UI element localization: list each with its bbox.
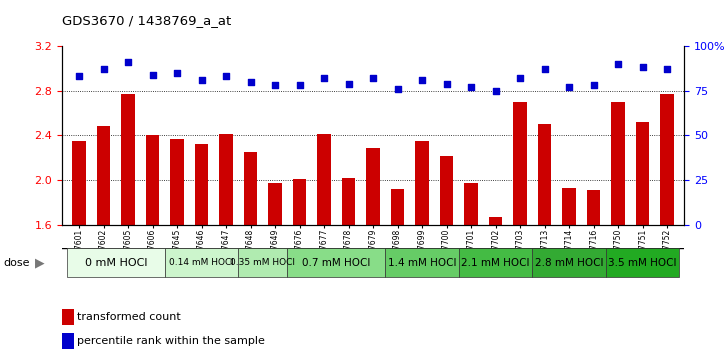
Point [196, 77, 207, 83]
Bar [244, 152, 257, 225]
Bar [238, 249, 288, 277]
Bar [366, 148, 380, 225]
Point [74, 74, 85, 79]
Bar [538, 124, 551, 225]
Point [245, 79, 256, 85]
Point [539, 67, 550, 72]
Bar [636, 122, 649, 225]
Text: GDS3670 / 1438769_a_at: GDS3670 / 1438769_a_at [62, 14, 231, 27]
Bar [440, 155, 454, 225]
Point [147, 72, 159, 78]
Bar [459, 249, 532, 277]
Point [98, 67, 109, 72]
Bar [416, 141, 429, 225]
Bar [195, 144, 208, 225]
Text: 0.35 mM HOCl: 0.35 mM HOCl [230, 258, 296, 267]
Point [392, 86, 403, 92]
Bar [606, 249, 679, 277]
Point [490, 88, 502, 93]
Bar [72, 141, 86, 225]
Bar [660, 94, 674, 225]
Text: 1.4 mM HOCl: 1.4 mM HOCl [388, 258, 456, 268]
Bar [391, 189, 404, 225]
Bar [63, 333, 74, 349]
Bar [165, 249, 238, 277]
Bar [587, 190, 601, 225]
Bar [612, 102, 625, 225]
Point [587, 82, 599, 88]
Text: dose: dose [4, 258, 30, 268]
Point [171, 70, 183, 76]
Bar [63, 309, 74, 325]
Bar [146, 136, 159, 225]
Text: 0 mM HOCl: 0 mM HOCl [84, 258, 147, 268]
Point [343, 81, 355, 86]
Point [269, 82, 281, 88]
Bar [385, 249, 459, 277]
Text: ▶: ▶ [35, 256, 44, 269]
Bar [563, 188, 576, 225]
Point [612, 61, 624, 67]
Point [637, 65, 649, 70]
Point [294, 82, 306, 88]
Text: transformed count: transformed count [77, 312, 181, 322]
Point [563, 84, 575, 90]
Bar [219, 134, 233, 225]
Bar [122, 94, 135, 225]
Point [122, 59, 134, 65]
Point [514, 75, 526, 81]
Text: 2.8 mM HOCl: 2.8 mM HOCl [535, 258, 604, 268]
Point [367, 75, 379, 81]
Point [465, 84, 477, 90]
Bar [67, 249, 165, 277]
Bar [464, 183, 478, 225]
Bar [489, 217, 502, 225]
Text: 0.7 mM HOCl: 0.7 mM HOCl [302, 258, 371, 268]
Bar [288, 249, 385, 277]
Text: percentile rank within the sample: percentile rank within the sample [77, 336, 265, 346]
Point [221, 74, 232, 79]
Point [661, 67, 673, 72]
Bar [317, 134, 331, 225]
Bar [97, 126, 110, 225]
Bar [269, 183, 282, 225]
Text: 3.5 mM HOCl: 3.5 mM HOCl [609, 258, 677, 268]
Point [440, 81, 452, 86]
Point [318, 75, 330, 81]
Bar [513, 102, 527, 225]
Bar [342, 178, 355, 225]
Bar [293, 179, 306, 225]
Point [416, 77, 428, 83]
Bar [532, 249, 606, 277]
Text: 2.1 mM HOCl: 2.1 mM HOCl [462, 258, 530, 268]
Bar [170, 139, 183, 225]
Text: 0.14 mM HOCl: 0.14 mM HOCl [169, 258, 234, 267]
